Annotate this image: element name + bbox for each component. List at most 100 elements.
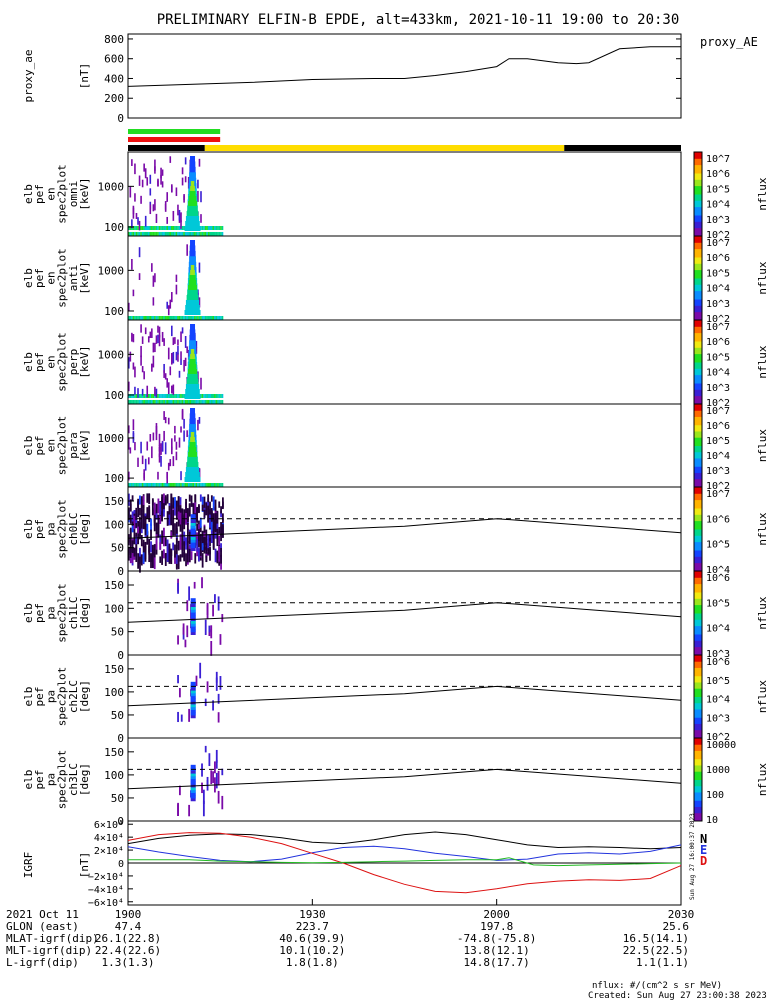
spectrogram-pixel — [188, 369, 198, 374]
spectrogram-pixel — [155, 483, 158, 487]
colorbar-segment — [694, 320, 702, 323]
colorbar-segment — [694, 378, 702, 382]
mode-bar-black-2 — [564, 145, 681, 151]
spectrogram-pixel — [198, 535, 200, 548]
colorbar-segment — [694, 789, 702, 793]
spectrogram-pixel — [152, 297, 155, 306]
spectrogram-pixel — [128, 483, 130, 487]
spectrogram-pixel — [166, 400, 169, 404]
spectrogram-pixel — [185, 467, 200, 472]
spectrogram-pixel — [163, 483, 165, 487]
spectrogram-pixel — [218, 400, 221, 404]
spectrogram-pixel — [197, 400, 199, 404]
spectrogram-pixel — [175, 394, 178, 398]
spectrogram-pixel — [175, 274, 178, 282]
ytick-label: 50 — [111, 709, 124, 722]
spectrogram-pixel — [131, 316, 133, 320]
spectrogram-pixel — [153, 544, 156, 555]
spectrogram-pixel — [160, 443, 162, 455]
spectrogram-pixel — [188, 503, 191, 516]
spectrogram-pixel — [129, 547, 132, 558]
colorbar-segment — [694, 520, 702, 524]
spectrogram-pixel — [157, 498, 160, 514]
spectrogram-pixel — [163, 527, 165, 535]
colorbar-segment — [694, 200, 702, 203]
colorbar-segment — [694, 288, 702, 292]
spectrogram-pixel — [160, 174, 162, 185]
spectrogram-pixel — [201, 553, 204, 568]
panel-ylabel-5: [keV] — [78, 429, 91, 462]
spectrogram-pixel — [214, 232, 216, 236]
panel-ylabel-3: spec2plot — [56, 332, 69, 392]
spectrogram-pixel — [209, 400, 212, 404]
spectrogram-pixel — [166, 226, 169, 230]
spectrogram-pixel — [201, 400, 204, 404]
colorbar-tick-label: 10^5 — [706, 676, 730, 687]
spectrogram-pixel — [163, 338, 165, 346]
spectrogram-pixel — [148, 545, 151, 555]
spectrogram-pixel — [190, 681, 196, 688]
spectrogram-pixel — [193, 581, 196, 589]
spectrogram-pixel — [167, 226, 170, 230]
spectrogram-pixel — [214, 226, 216, 230]
colorbar-segment — [694, 808, 702, 812]
colorbar-segment — [694, 583, 702, 587]
spectrogram-pixel — [129, 394, 132, 398]
spectrogram-pixel — [147, 336, 150, 343]
spectrogram-pixel — [149, 331, 152, 338]
spectrogram-pixel — [209, 232, 212, 236]
spectrogram-pixel — [185, 553, 187, 567]
spectrogram-pixel — [169, 483, 172, 487]
panel-ylabel-3: spec2plot — [56, 248, 69, 308]
ytick-label: 6×10⁴ — [94, 820, 124, 831]
spectrogram-pixel — [142, 514, 145, 530]
colorbar-segment — [694, 508, 702, 511]
colorbar-tick-label: 10^5 — [706, 540, 730, 551]
spectrogram-pixel — [143, 472, 145, 481]
spectrogram-pixel — [189, 334, 196, 345]
colorbar-segment — [694, 441, 702, 444]
ytick-label: 0 — [117, 649, 124, 662]
colorbar-segment — [694, 338, 702, 342]
spectrogram-pixel — [140, 345, 142, 358]
spectrogram-pixel — [177, 635, 179, 645]
spectrogram-pixel — [137, 217, 139, 225]
colorbar-segment — [694, 449, 702, 453]
spectrogram-pixel — [178, 226, 181, 230]
spectrogram-pixel — [184, 400, 187, 404]
colorbar-segment — [694, 798, 702, 801]
panel-ylabel-3: spec2plot — [56, 583, 69, 643]
spectrogram-pixel — [164, 495, 167, 505]
spectrogram-pixel — [217, 394, 219, 398]
colorbar-title: nflux — [756, 596, 769, 629]
spectrogram-pixel — [146, 441, 149, 451]
spectrogram-pixel — [192, 503, 195, 519]
xtick-label: 1900 — [115, 908, 142, 921]
spectrogram-pixel — [186, 346, 188, 354]
spectrogram-pixel — [218, 394, 221, 398]
colorbar-segment — [694, 631, 702, 635]
spectrogram-pixel — [198, 483, 201, 487]
panel-ylabel-3: spec2plot — [56, 499, 69, 559]
spectrogram-pixel — [146, 232, 149, 236]
spectrogram-pixel — [141, 226, 144, 230]
spectrogram-pixel — [177, 204, 179, 216]
panel-ylabel-4: anti — [67, 265, 80, 292]
spectrogram-pixel — [178, 394, 181, 398]
spectrogram-pixel — [183, 394, 185, 398]
colorbar-segment — [694, 240, 702, 243]
spectrogram-pixel — [198, 400, 201, 404]
spectrogram-pixel — [210, 232, 213, 236]
spectrogram-pixel — [186, 316, 188, 320]
spectrogram-pixel — [214, 520, 217, 527]
spectrogram-pixel — [209, 534, 211, 542]
spectrogram-pixel — [209, 316, 212, 320]
spectrogram-pixel — [172, 394, 175, 398]
spectrogram-pixel — [189, 400, 192, 404]
spectrogram-pixel — [135, 394, 138, 398]
spectrogram-pixel — [151, 363, 153, 372]
colorbar-segment — [694, 794, 702, 797]
loss-cone-line — [127, 602, 682, 623]
spectrogram-pixel — [186, 548, 189, 557]
